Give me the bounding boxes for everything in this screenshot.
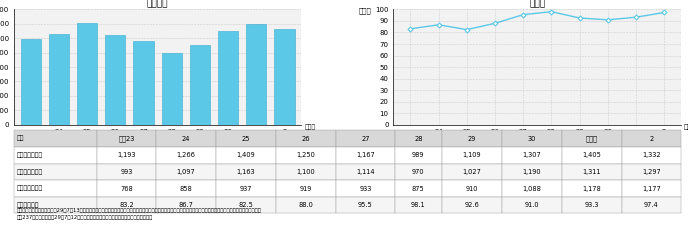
Bar <box>21 39 41 125</box>
Y-axis label: （％）: （％） <box>358 7 371 14</box>
Bar <box>218 31 238 125</box>
Text: （年）: （年） <box>684 125 688 130</box>
Bar <box>162 53 182 125</box>
Bar <box>133 41 153 125</box>
Bar <box>275 29 294 125</box>
Bar <box>190 45 210 125</box>
Bar <box>105 35 125 125</box>
Bar <box>246 23 266 125</box>
Bar <box>77 23 97 125</box>
Title: 認知件数: 認知件数 <box>147 0 169 9</box>
Text: （年）: （年） <box>304 125 316 130</box>
Text: 注：刑法の一部が改正（平成29年7月13日施行）され、強姦の罪名、構成要件等が改められたことに伴い、「強姦」を「強制性交等」に変更し、計上する対象が拡大した
　: 注：刑法の一部が改正（平成29年7月13日施行）され、強姦の罪名、構成要件等が改… <box>17 208 262 220</box>
Bar <box>49 33 69 125</box>
Title: 検挙率: 検挙率 <box>529 0 546 9</box>
